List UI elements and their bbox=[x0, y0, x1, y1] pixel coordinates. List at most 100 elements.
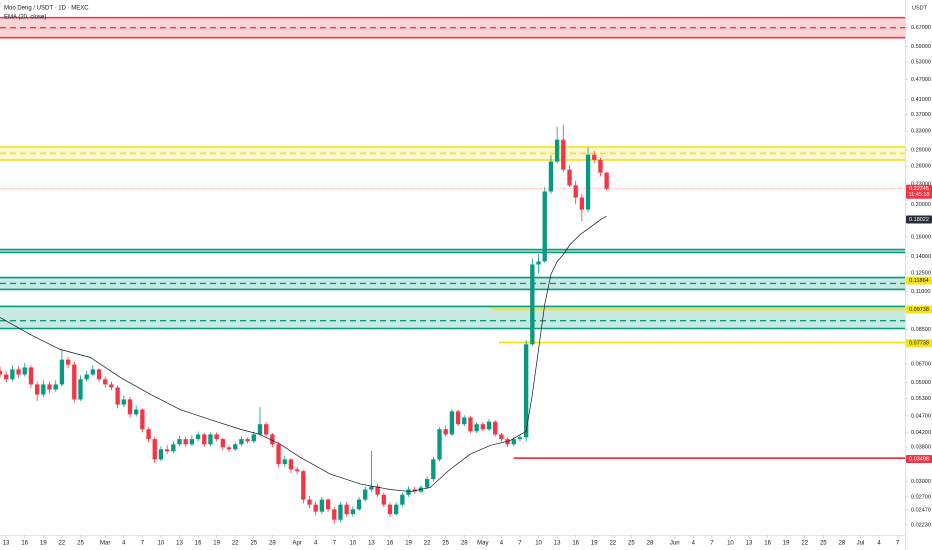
candle-body bbox=[41, 384, 46, 395]
candle-body bbox=[59, 359, 65, 385]
current-price-label: 0.22245 bbox=[909, 186, 929, 192]
x-tick-label: 25 bbox=[77, 541, 84, 547]
candle-body bbox=[22, 367, 27, 375]
y-tick-label: 0.02700 bbox=[911, 494, 931, 500]
candle-body bbox=[164, 449, 170, 452]
y-tick-label: 0.02470 bbox=[911, 507, 931, 513]
x-tick-label: Mar bbox=[100, 541, 110, 547]
y-tick-label: 0.41000 bbox=[911, 97, 931, 103]
x-tick-label: 22 bbox=[232, 541, 239, 547]
candle-body bbox=[189, 439, 195, 445]
zone-band bbox=[0, 306, 905, 329]
x-tick-label: 28 bbox=[839, 541, 846, 547]
price-label: 0.07738 bbox=[909, 341, 929, 347]
candle-body bbox=[344, 504, 349, 515]
candle-body bbox=[387, 504, 393, 515]
candle-body bbox=[220, 439, 226, 448]
candle-body bbox=[257, 424, 263, 435]
x-tick-label: 19 bbox=[405, 541, 412, 547]
candle-body bbox=[523, 344, 529, 438]
zone-band bbox=[0, 249, 905, 253]
x-tick-label: 19 bbox=[213, 541, 220, 547]
candle-body bbox=[431, 459, 436, 480]
x-tick-label: 10 bbox=[349, 541, 356, 547]
candle-body bbox=[369, 486, 374, 490]
candle-body bbox=[499, 434, 504, 440]
candle-body bbox=[530, 264, 535, 345]
axis: 0.67000 0.59000 0.53000 0.47000 0.41000 0.370… bbox=[3, 25, 932, 547]
candle-body bbox=[152, 439, 157, 460]
candle-body bbox=[65, 359, 71, 365]
y-tick-label: 0.05300 bbox=[911, 396, 931, 402]
candle-body bbox=[245, 439, 250, 442]
candle-body bbox=[177, 439, 182, 445]
candle-body bbox=[288, 459, 294, 470]
y-tick-label: 0.06700 bbox=[911, 362, 931, 368]
x-tick-label: 4 bbox=[692, 541, 696, 547]
candle-body bbox=[474, 424, 479, 432]
candle-body bbox=[443, 429, 448, 435]
candle-body bbox=[381, 494, 386, 505]
x-tick-label: 16 bbox=[195, 541, 202, 547]
candle-body bbox=[332, 509, 337, 520]
candle-body bbox=[462, 417, 467, 425]
x-tick-label: 13 bbox=[746, 541, 753, 547]
price-label-box bbox=[906, 184, 932, 199]
x-tick-label: 13 bbox=[3, 541, 10, 547]
y-tick-label: 0.08500 bbox=[911, 327, 931, 333]
candle-body bbox=[0, 370, 3, 375]
candle-body bbox=[47, 384, 52, 390]
x-tick-label: 10 bbox=[158, 541, 165, 547]
price-label: 0.18022 bbox=[909, 217, 929, 223]
x-tick-label: 19 bbox=[591, 541, 598, 547]
price-label-box bbox=[906, 305, 932, 314]
x-tick-label: 22 bbox=[424, 541, 431, 547]
price-label: 0.09738 bbox=[909, 307, 929, 313]
price-label-box bbox=[906, 215, 932, 224]
candle-body bbox=[96, 369, 102, 380]
candle-body bbox=[592, 154, 597, 160]
x-tick-label: 25 bbox=[250, 541, 257, 547]
candle-body bbox=[226, 447, 232, 450]
y-tick-label: 0.03800 bbox=[911, 444, 931, 450]
x-tick-label: 4 bbox=[122, 541, 126, 547]
candle-body bbox=[449, 411, 455, 435]
x-tick-label: 13 bbox=[176, 541, 183, 547]
y-tick-label: 0.02230 bbox=[911, 522, 931, 528]
candle-body bbox=[264, 424, 269, 435]
price-label-box bbox=[906, 339, 932, 348]
candle-body bbox=[363, 489, 368, 500]
x-tick-label: 16 bbox=[21, 541, 28, 547]
candle-body bbox=[146, 429, 151, 440]
y-tick-label: 0.59000 bbox=[911, 44, 931, 50]
candle-body bbox=[134, 409, 139, 415]
x-tick-label: 7 bbox=[710, 541, 714, 547]
candle-body bbox=[517, 437, 523, 440]
indicator-legend: EMA (20, close) bbox=[4, 15, 46, 21]
candle-body bbox=[276, 444, 281, 465]
y-tick-label: 0.11000 bbox=[911, 289, 930, 295]
x-tick-label: Jul bbox=[857, 541, 865, 547]
candle-body bbox=[505, 439, 510, 445]
candle-body bbox=[233, 444, 238, 450]
candle-body bbox=[486, 421, 492, 430]
x-tick-label: 28 bbox=[269, 541, 276, 547]
zones bbox=[0, 16, 905, 460]
candle-body bbox=[301, 471, 306, 500]
candle-body bbox=[72, 364, 77, 400]
x-tick-label: 13 bbox=[554, 541, 561, 547]
candle-body bbox=[585, 154, 591, 210]
price-label: 0.03498 bbox=[909, 457, 929, 463]
candle-body bbox=[406, 489, 411, 495]
y-tick-label: 0.16000 bbox=[911, 234, 931, 240]
candle-body bbox=[127, 399, 133, 415]
candle-body bbox=[34, 384, 40, 395]
candle-body bbox=[270, 434, 275, 445]
candle-body bbox=[604, 172, 609, 189]
candle-body bbox=[561, 139, 566, 170]
x-tick-label: 19 bbox=[783, 541, 790, 547]
x-tick-label: 7 bbox=[333, 541, 337, 547]
x-tick-label: 25 bbox=[442, 541, 449, 547]
